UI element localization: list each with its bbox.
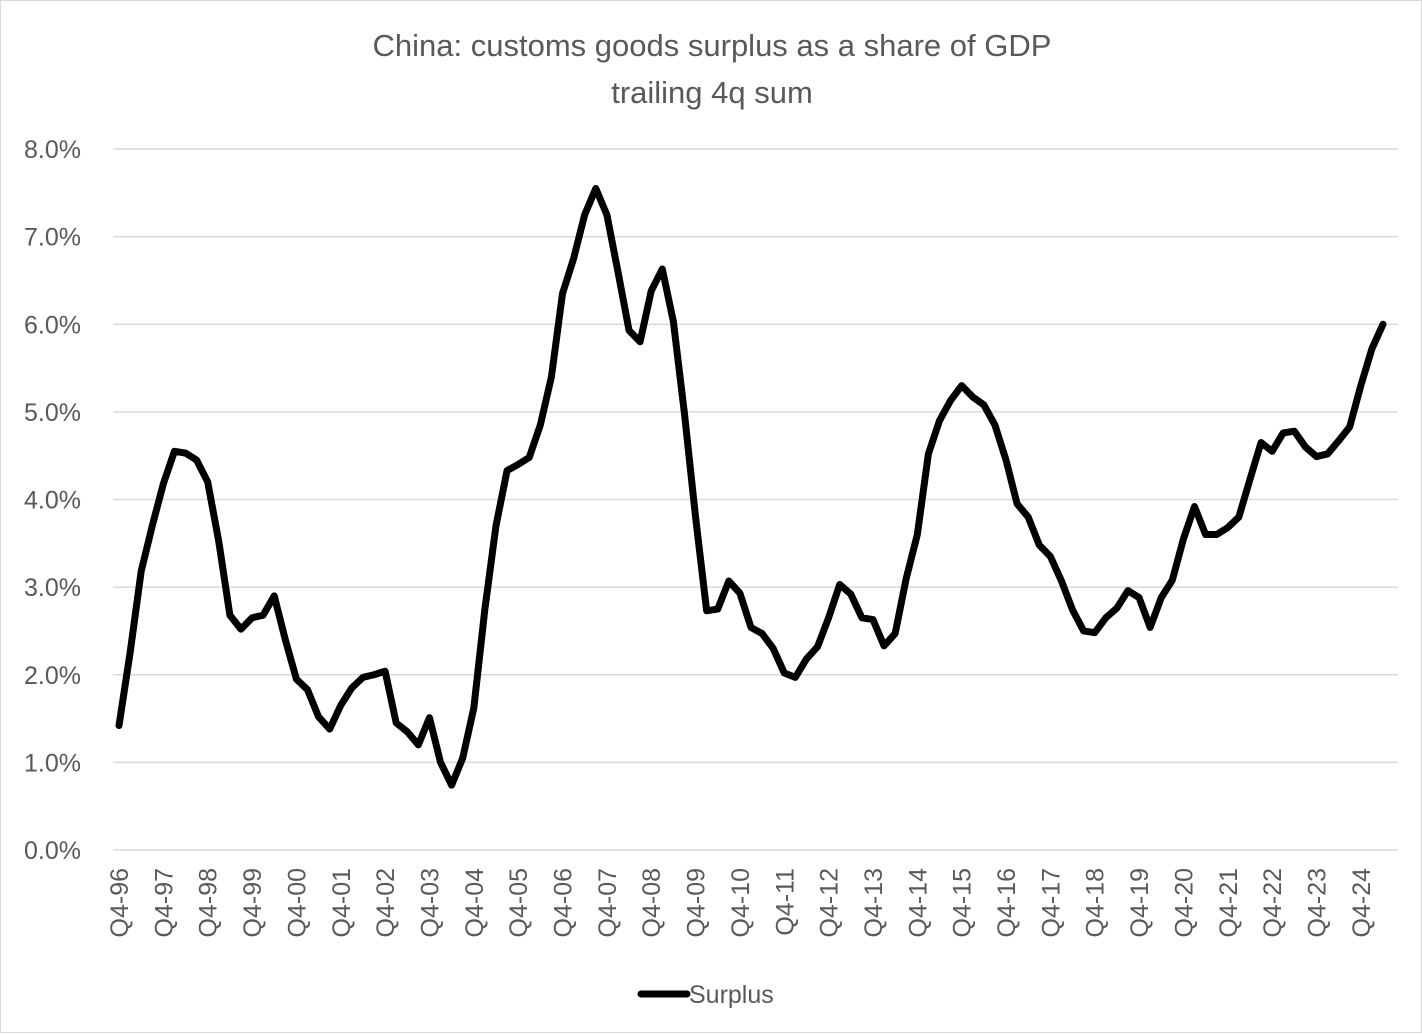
x-tick-label: Q4-20 (1170, 868, 1198, 937)
x-tick-label: Q4-18 (1082, 868, 1110, 937)
y-tick-label: 4.0% (24, 487, 81, 515)
x-tick-label: Q4-15 (949, 868, 977, 937)
x-tick-label: Q4-12 (816, 868, 844, 937)
x-tick-label: Q4-99 (239, 868, 267, 937)
y-tick-label: 1.0% (24, 749, 81, 777)
x-tick-label: Q4-03 (416, 868, 444, 937)
x-tick-label: Q4-14 (904, 868, 932, 938)
x-tick-label: Q4-02 (372, 868, 400, 937)
chart-subtitle: trailing 4q sum (611, 75, 813, 110)
x-tick-label: Q4-01 (328, 868, 356, 937)
x-tick-label: Q4-17 (1037, 868, 1065, 937)
y-tick-label: 6.0% (24, 311, 81, 339)
x-tick-label: Q4-09 (683, 868, 711, 937)
plot-area (115, 184, 1387, 789)
x-tick-label: Q4-10 (727, 868, 755, 937)
y-axis: 0.0% 1.0% 2.0% 3.0% 4.0% 5.0% 6.0% 7.0% 8.0% (24, 136, 81, 865)
x-tick-label: Q4-06 (550, 868, 578, 937)
x-tick-label: Q4-23 (1303, 868, 1331, 937)
x-tick-label: Q4-04 (461, 868, 489, 938)
legend: Surplus (637, 981, 774, 1009)
y-tick-label: 5.0% (24, 399, 81, 427)
chart-title: China: customs goods surplus as a share … (373, 28, 1052, 63)
y-tick-label: 8.0% (24, 136, 81, 164)
y-tick-label: 0.0% (24, 837, 81, 865)
legend-label: Surplus (689, 981, 774, 1009)
gridlines (113, 148, 1398, 851)
x-tick-label: Q4-13 (860, 868, 888, 937)
x-tick-label: Q4-11 (771, 868, 799, 936)
x-tick-label: Q4-98 (195, 868, 223, 937)
x-tick-label: Q4-22 (1259, 868, 1287, 937)
x-tick-label: Q4-97 (150, 868, 178, 937)
y-tick-label: 3.0% (24, 574, 81, 602)
x-tick-label: Q4-08 (638, 868, 666, 937)
x-tick-label: Q4-21 (1215, 868, 1243, 937)
y-tick-label: 7.0% (24, 224, 81, 252)
series-line-surplus (115, 184, 1387, 789)
x-axis: Q4-96 Q4-97 Q4-98 Q4-99 Q4-00 Q4-01 Q4-02 Q4-03… (106, 868, 1376, 938)
x-tick-label: Q4-05 (505, 868, 533, 937)
x-tick-label: Q4-16 (993, 868, 1021, 937)
x-tick-label: Q4-24 (1348, 868, 1376, 938)
x-tick-label: Q4-19 (1126, 868, 1154, 937)
x-tick-label: Q4-07 (594, 868, 622, 937)
y-tick-label: 2.0% (24, 662, 81, 690)
x-tick-label: Q4-00 (283, 868, 311, 937)
x-tick-label: Q4-96 (106, 868, 134, 937)
